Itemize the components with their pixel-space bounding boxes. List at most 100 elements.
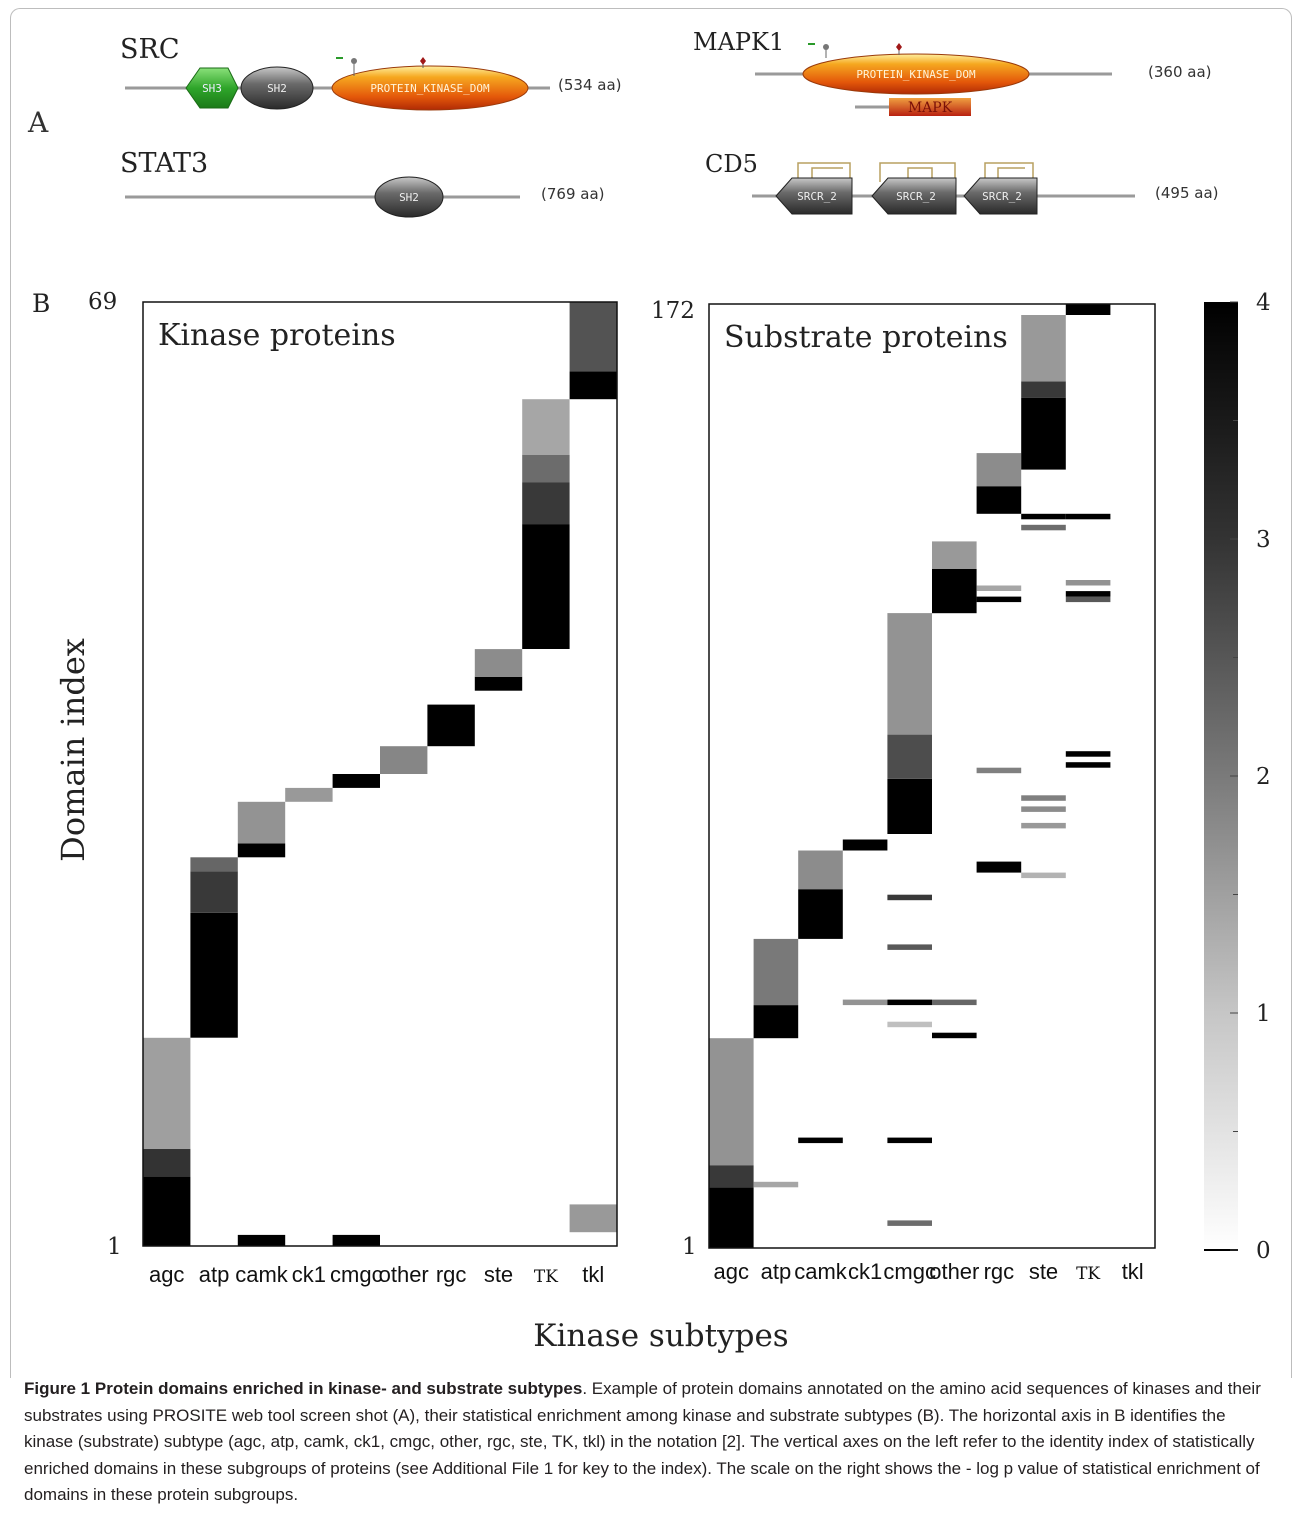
heatmap-cell <box>474 676 523 691</box>
heatmap-cell <box>143 1148 191 1177</box>
x-tick-label: ste <box>1029 1259 1058 1284</box>
domain-label: SRCR_2 <box>797 190 837 203</box>
x-tick-label: camk <box>235 1262 289 1287</box>
chart-title: Kinase proteins <box>158 318 396 353</box>
protein-cd5: CD5 SRCR_2 SRCR_2 SRCR_2 (495 aa) <box>705 150 1219 215</box>
heatmap-cell <box>1065 762 1111 768</box>
chart-title: Substrate proteins <box>724 320 1008 355</box>
protein-name: CD5 <box>705 150 758 178</box>
x-tick-label: agc <box>714 1259 749 1284</box>
y-tick-max: 172 <box>651 298 695 324</box>
domain-srcr2 <box>871 177 957 215</box>
heatmap-cell <box>237 843 286 858</box>
heatmap-cell <box>887 1137 932 1144</box>
y-tick-min: 1 <box>107 1234 122 1260</box>
domain-protein-kinase <box>331 65 529 111</box>
x-tick-label: rgc <box>984 1259 1015 1284</box>
figure-1: A SRC SH3 SH2 PROTEIN_KINASE_DOM (534 aa… <box>27 28 1271 1354</box>
heatmap-cell <box>932 569 977 614</box>
domain-label: SH2 <box>399 191 419 204</box>
domain-label: SH3 <box>202 82 222 95</box>
heatmap-cell <box>1021 872 1066 879</box>
heatmap-cell <box>522 454 570 483</box>
heatmap-cell <box>237 801 286 844</box>
x-tick-label: cmgc <box>883 1259 936 1284</box>
x-tick-label: other <box>929 1259 979 1284</box>
heatmap-cell <box>1065 591 1111 597</box>
figure-caption: Figure 1 Protein domains enriched in kin… <box>24 1376 1278 1509</box>
y-tick-max: 69 <box>88 289 117 315</box>
colorbar-ticks: 0 1 2 3 4 <box>1230 290 1271 1264</box>
heatmap-cell <box>798 1137 843 1144</box>
heatmap-cell <box>190 912 238 1038</box>
heatmap-cell <box>798 850 843 890</box>
heatmap-cell <box>522 482 570 525</box>
colorbar: 0 1 2 3 4 <box>1204 290 1271 1264</box>
colorbar-tick-label: 2 <box>1256 764 1271 790</box>
heatmap-cell <box>569 1204 617 1233</box>
site-marker <box>420 57 426 65</box>
caption-title: Protein domains enriched in kinase- and … <box>94 1379 583 1398</box>
colorbar-tick-label: 3 <box>1256 527 1271 553</box>
heatmap-cell <box>887 999 932 1006</box>
heatmap-cell <box>1021 513 1066 520</box>
heatmap-cell <box>887 894 932 901</box>
heatmap-cell <box>285 787 333 802</box>
x-tick-label: TK <box>1076 1264 1100 1284</box>
x-tick-label: agc <box>149 1262 184 1287</box>
x-tick-label: rgc <box>436 1262 467 1287</box>
domain-label: SRCR_2 <box>982 190 1022 203</box>
site-marker <box>896 43 902 51</box>
y-tick-min: 1 <box>682 1234 697 1260</box>
heatmap-cell <box>1021 315 1066 382</box>
x-tick-label: tkl <box>582 1262 604 1287</box>
heatmap-cell <box>332 774 380 788</box>
heatmap-cell <box>332 1234 380 1246</box>
protein-name: MAPK1 <box>693 28 784 56</box>
panel-b-label: B <box>32 289 50 318</box>
heatmap-cell <box>932 541 977 569</box>
heatmap-cell <box>709 1038 754 1166</box>
heatmap-cell <box>143 1176 191 1246</box>
heatmap-cell <box>753 1181 799 1188</box>
protein-src: SRC SH3 SH2 PROTEIN_KINASE_DOM (534 aa) <box>120 34 622 111</box>
colorbar-tick-label: 0 <box>1256 1238 1271 1264</box>
x-tick-label: atp <box>761 1259 792 1284</box>
protein-length: (534 aa) <box>558 76 622 94</box>
domain-sh2 <box>240 66 314 110</box>
heatmap-cell <box>976 486 1022 514</box>
plot-frame <box>142 301 618 1247</box>
heatmap-cell <box>427 704 475 747</box>
heatmap-cell <box>1021 381 1066 398</box>
domain-sh3 <box>185 67 239 109</box>
domain-protein-kinase <box>802 53 1030 95</box>
heatmap-cell <box>932 1032 977 1039</box>
heatmap-cell <box>753 938 799 1006</box>
x-tick-label: cmgc <box>330 1262 383 1287</box>
heatmap-cells <box>709 304 1111 1248</box>
colorbar-top-band <box>1204 302 1238 308</box>
protein-length: (769 aa) <box>541 185 605 203</box>
heatmap-cell <box>887 1220 932 1226</box>
heatmap-cell <box>932 999 977 1006</box>
protein-name: SRC <box>120 34 179 65</box>
heatmap-cell <box>1065 580 1111 586</box>
plot-frame <box>708 303 1156 1249</box>
heatmap-cell <box>237 1234 286 1246</box>
heatmap-cell <box>1021 795 1066 801</box>
heatmap-cell <box>190 871 238 913</box>
domain-label: PROTEIN_KINASE_DOM <box>370 82 490 95</box>
heatmap-cell <box>887 944 932 950</box>
heatmap-cell <box>976 861 1022 873</box>
heatmap-cell <box>976 585 1022 591</box>
heatmap-cell <box>887 778 932 834</box>
heatmap-cell <box>1021 397 1066 470</box>
x-axis-label: Kinase subtypes <box>533 1318 788 1354</box>
heatmap-cell <box>143 1037 191 1149</box>
disulfide-bridges <box>797 162 1034 182</box>
heatmap-substrate-proteins: Substrate proteins 172 1 agc atp camk ck1 cm… <box>651 298 1156 1284</box>
heatmap-cell <box>798 889 843 939</box>
heatmap-cell <box>976 453 1022 487</box>
x-tick-label: other <box>379 1262 429 1287</box>
caption-label: Figure 1 <box>24 1379 91 1398</box>
